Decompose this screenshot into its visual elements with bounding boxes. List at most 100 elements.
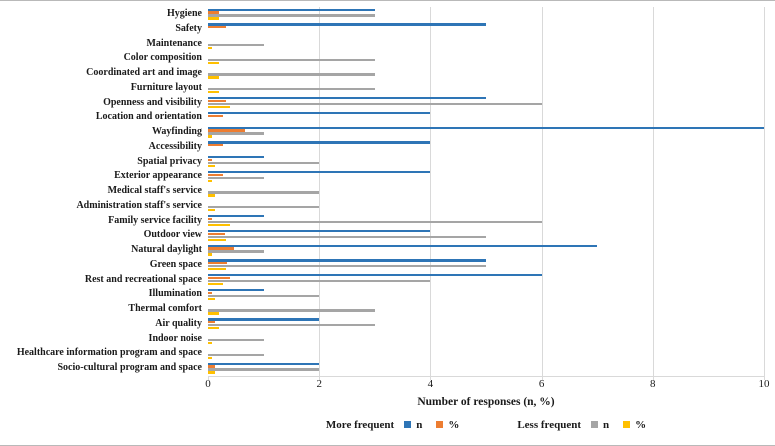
x-tick-label: 4: [427, 377, 434, 390]
chart-row: Illumination: [0, 287, 775, 302]
chart-row: Natural daylight: [0, 243, 775, 258]
category-label: Hygiene: [167, 8, 202, 19]
bar-less-frequent-pct: [208, 238, 227, 241]
category-label: Furniture layout: [130, 81, 202, 93]
legend-entry-label: n: [416, 418, 423, 431]
category-label: Healthcare information program and space: [16, 347, 202, 359]
plot-area-grid: [208, 7, 765, 380]
bar-more-frequent-pct: [208, 114, 223, 117]
bar-more-frequent-pct: [208, 129, 246, 132]
bar-less-frequent-n: [208, 132, 264, 135]
bar-more-frequent-n: [208, 23, 486, 26]
category-label: Illumination: [148, 288, 202, 300]
plot-rows: Hygiene Safety Maintenance Color compositio…: [0, 1, 775, 376]
bar-group: [208, 317, 764, 332]
bar-group: [208, 332, 764, 347]
legend-group-label: Less frequent: [517, 418, 581, 431]
chart-row: Furniture layout: [0, 81, 775, 96]
bar-more-frequent-pct: [208, 11, 220, 14]
category-label: Openness and visibility: [103, 96, 202, 108]
bar-less-frequent-n: [208, 353, 264, 356]
x-axis: 0 2 4 6 8 10: [205, 376, 769, 391]
bar-more-frequent-pct: [208, 144, 223, 147]
bar-more-frequent-pct: [208, 365, 216, 368]
category-label: Accessibility: [148, 140, 202, 152]
bar-group: [208, 81, 764, 96]
bar-less-frequent-pct: [208, 253, 212, 256]
bar-more-frequent-n: [208, 244, 598, 247]
bar-more-frequent-n: [208, 111, 431, 115]
bar-less-frequent-n: [208, 309, 375, 312]
bar-less-frequent-pct: [208, 164, 216, 168]
chart-row: Safety: [0, 22, 775, 37]
bar-more-frequent-pct: [208, 26, 227, 29]
category-label: Air quality: [155, 317, 202, 329]
category-label: Exterior appearance: [114, 170, 202, 182]
bar-group: [208, 96, 764, 111]
bar-less-frequent-pct: [208, 179, 212, 182]
bar-more-frequent-n: [208, 156, 264, 159]
category-label: Coordinated art and image: [86, 67, 202, 78]
chart-row: Rest and recreational space: [0, 273, 775, 288]
chart-row: Coordinated art and image: [0, 66, 775, 81]
bar-less-frequent-pct: [208, 268, 227, 271]
legend-entry: %: [436, 419, 459, 431]
bar-more-frequent-pct: [208, 173, 223, 176]
category-label: Location and orientation: [95, 111, 202, 123]
bar-less-frequent-pct: [208, 223, 231, 227]
bar-more-frequent-pct: [208, 276, 231, 280]
axis-tick-mark: [208, 376, 209, 380]
bar-more-frequent-n: [208, 170, 431, 174]
category-label: Safety: [175, 22, 202, 34]
bar-group: [208, 302, 764, 317]
legend-swatch-icon: [591, 421, 598, 429]
gridline: [319, 7, 321, 380]
chart-row: Exterior appearance: [0, 169, 775, 184]
bar-less-frequent-pct: [208, 312, 220, 315]
bar-less-frequent-n: [208, 14, 375, 17]
legend-entry-label: %: [448, 418, 460, 431]
bar-group: [208, 214, 764, 229]
category-label: Family service facility: [108, 214, 202, 226]
bar-less-frequent-pct: [208, 282, 223, 286]
bar-group: [208, 199, 764, 214]
legend-entry-label: %: [635, 418, 647, 431]
bar-less-frequent-n: [208, 191, 320, 194]
bar-more-frequent-pct: [208, 232, 225, 235]
bar-more-frequent-n: [208, 318, 320, 321]
chart-row: Socio-cultural program and space: [0, 361, 775, 376]
category-label: Outdoor view: [143, 229, 202, 241]
x-axis-title: Number of responses (n, %): [417, 395, 555, 408]
bar-less-frequent-pct: [208, 341, 212, 345]
bar-less-frequent-pct: [208, 297, 216, 300]
legend-swatch-icon: [623, 421, 631, 429]
bar-group: [208, 51, 764, 66]
bar-more-frequent-n: [208, 126, 764, 129]
legend-entry: n: [591, 419, 609, 431]
category-label: Thermal comfort: [128, 303, 202, 314]
bar-less-frequent-pct: [208, 46, 212, 50]
bar-less-frequent-n: [208, 250, 264, 253]
x-tick-label: 6: [538, 377, 545, 390]
bar-more-frequent-n: [208, 141, 431, 144]
category-label: Natural daylight: [131, 244, 202, 255]
bar-less-frequent-pct: [208, 61, 220, 64]
bar-more-frequent-n: [208, 362, 320, 365]
chart-row: Green space: [0, 258, 775, 273]
category-label: Maintenance: [146, 37, 202, 49]
legend-swatch-icon: [436, 421, 444, 429]
bar-less-frequent-n: [208, 368, 320, 371]
chart-row: Accessibility: [0, 140, 775, 155]
chart-row: Color composition: [0, 51, 775, 66]
category-label: Indoor noise: [148, 332, 202, 344]
category-label: Wayfinding: [151, 126, 202, 137]
x-tick-label: 2: [316, 377, 322, 390]
bar-more-frequent-pct: [208, 321, 216, 324]
x-tick-label: 8: [650, 377, 656, 390]
chart-row: Administration staff's service: [0, 199, 775, 214]
chart-row: Thermal comfort: [0, 302, 775, 317]
gridline: [764, 7, 765, 380]
chart-row: Outdoor view: [0, 228, 775, 243]
legend-entry-label: n: [603, 418, 610, 431]
